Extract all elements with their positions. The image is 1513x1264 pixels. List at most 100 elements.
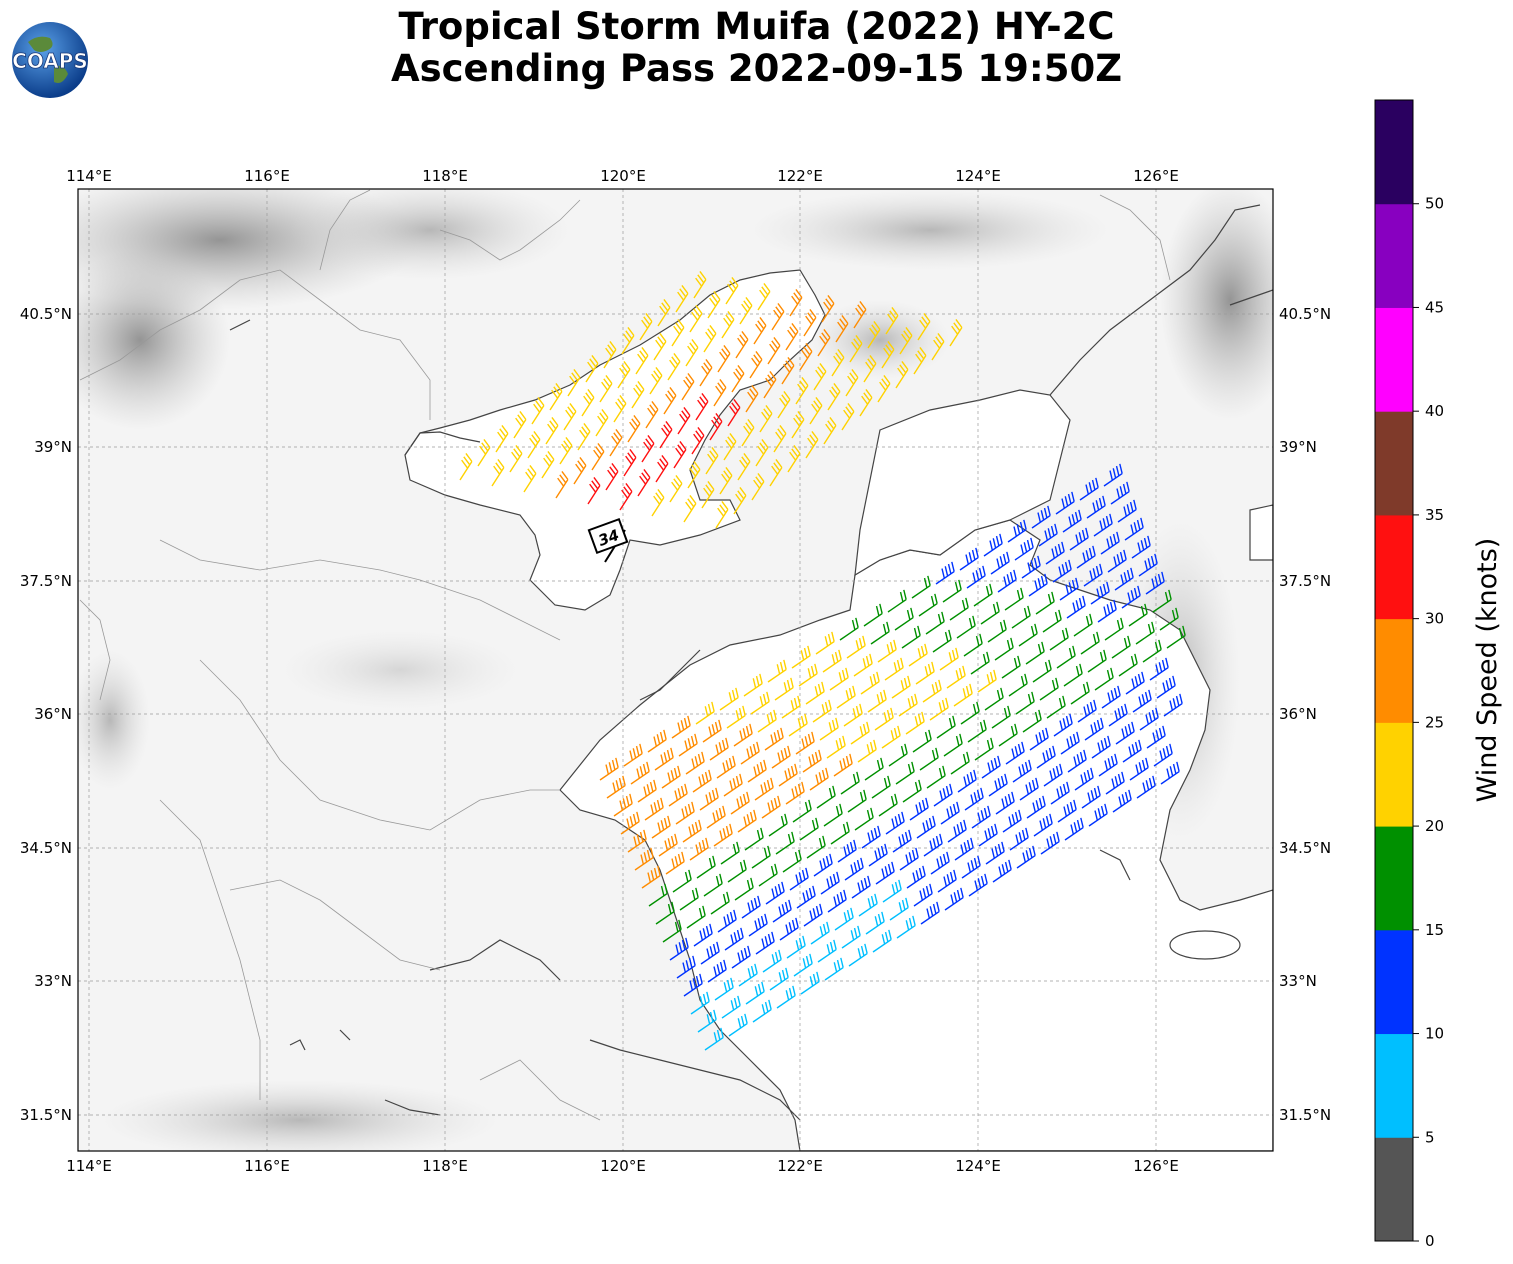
- wind-barb: [1056, 645, 1076, 669]
- wind-barb: [820, 871, 840, 895]
- wind-barb: [767, 659, 787, 683]
- wind-barb: [909, 797, 929, 821]
- wind-barb: [966, 565, 986, 589]
- wind-barb: [1070, 681, 1090, 705]
- wind-barb: [810, 921, 830, 945]
- wind-barb: [847, 789, 867, 813]
- wind-barb: [623, 743, 643, 767]
- map-border: [77, 188, 1274, 1152]
- wind-barb: [585, 355, 599, 383]
- wind-barb: [795, 377, 809, 405]
- wind-barb: [973, 583, 993, 607]
- wind-barb: [839, 617, 859, 641]
- wind-barb: [843, 703, 863, 727]
- wind-barb: [693, 271, 707, 299]
- wind-barb: [1139, 707, 1159, 731]
- wind-barb: [751, 845, 771, 869]
- wind-barb: [1101, 685, 1121, 709]
- wind-barb: [1118, 653, 1138, 677]
- wind-barb: [841, 403, 855, 431]
- wind-barb: [1007, 519, 1027, 543]
- wind-barb: [682, 819, 702, 843]
- wind-barb: [957, 769, 977, 793]
- wind-barb: [627, 829, 647, 853]
- wind-barb: [1039, 677, 1059, 701]
- map-title: Tropical Storm Muifa (2022) HY-2C Ascend…: [0, 6, 1513, 90]
- wind-barb: [599, 375, 613, 403]
- wind-barb: [898, 693, 918, 717]
- wind-barb: [710, 891, 730, 915]
- colorbar-segment: [1375, 203, 1413, 308]
- wind-barb: [726, 705, 746, 729]
- wind-barb: [1002, 809, 1022, 833]
- wind-barb: [859, 389, 873, 417]
- wind-barb: [908, 643, 928, 667]
- wind-barb: [689, 305, 703, 333]
- wind-barb: [1114, 567, 1134, 591]
- wind-barb: [823, 803, 843, 827]
- wind-barb: [723, 433, 737, 461]
- wind-barb: [954, 837, 974, 861]
- wind-barbs: [459, 271, 1186, 1051]
- wind-barb: [645, 401, 659, 429]
- wind-barb: [541, 451, 555, 479]
- wind-barb: [1104, 617, 1124, 641]
- wind-barb: [1128, 603, 1148, 627]
- wind-barb: [786, 935, 806, 959]
- wind-barb: [867, 321, 881, 349]
- wind-barb: [1046, 695, 1066, 719]
- wind-barb: [717, 909, 737, 933]
- wind-barb: [725, 277, 739, 305]
- colorbar-tick-label: 20: [1425, 817, 1444, 835]
- colorbar-tick-label: 0: [1425, 1232, 1435, 1250]
- wind-barb: [961, 855, 981, 879]
- wind-barb: [829, 667, 849, 691]
- wind-barb: [918, 593, 938, 617]
- wind-barb: [631, 381, 645, 409]
- wind-barb: [651, 815, 671, 839]
- wind-barb: [723, 773, 743, 797]
- wind-barb: [689, 837, 709, 861]
- wind-barb: [675, 285, 689, 313]
- wind-barb: [798, 663, 818, 687]
- wind-barb: [813, 363, 827, 391]
- wind-barb: [685, 339, 699, 367]
- wind-barb: [1107, 549, 1127, 573]
- wind-barb: [627, 415, 641, 443]
- wind-barb: [1125, 671, 1145, 695]
- lon-label: 116°E: [244, 1157, 290, 1175]
- lat-labels-right: 40.5°N 39°N 37.5°N 36°N 34.5°N 33°N 31.5…: [1279, 305, 1331, 1124]
- colorbar-tick-label: 5: [1425, 1128, 1435, 1146]
- wind-barb: [699, 359, 713, 387]
- wind-barb: [1156, 675, 1176, 699]
- wind-barb: [785, 781, 805, 805]
- wind-barb: [799, 343, 813, 371]
- lat-label: 34.5°N: [20, 839, 72, 857]
- wind-barb: [792, 799, 812, 823]
- wind-barb: [913, 347, 927, 375]
- wind-barb: [817, 939, 837, 963]
- wind-barb: [1035, 591, 1055, 615]
- wind-barb: [573, 457, 587, 485]
- lon-labels-bottom: 114°E 116°E 118°E 120°E 122°E 124°E 126°…: [66, 1157, 1179, 1175]
- wind-barb: [1112, 789, 1132, 813]
- wind-barb: [1004, 587, 1024, 611]
- wind-barb: [905, 711, 925, 735]
- wind-barb: [745, 981, 765, 1005]
- wind-barb: [848, 943, 868, 967]
- wind-barb: [977, 669, 997, 693]
- wind-barb: [703, 325, 717, 353]
- wind-barb: [1105, 771, 1125, 795]
- wind-barb: [971, 805, 991, 829]
- lat-label: 40.5°N: [1279, 305, 1331, 323]
- lon-label: 124°E: [955, 167, 1001, 185]
- coaps-logo: COAPS: [12, 22, 88, 98]
- wind-barb: [915, 661, 935, 685]
- wind-barb: [1053, 713, 1073, 737]
- wind-barb: [1018, 623, 1038, 647]
- wind-barb: [1062, 509, 1082, 533]
- wind-barb: [899, 847, 919, 871]
- wind-barb: [857, 739, 877, 763]
- lat-label: 36°N: [1279, 705, 1317, 723]
